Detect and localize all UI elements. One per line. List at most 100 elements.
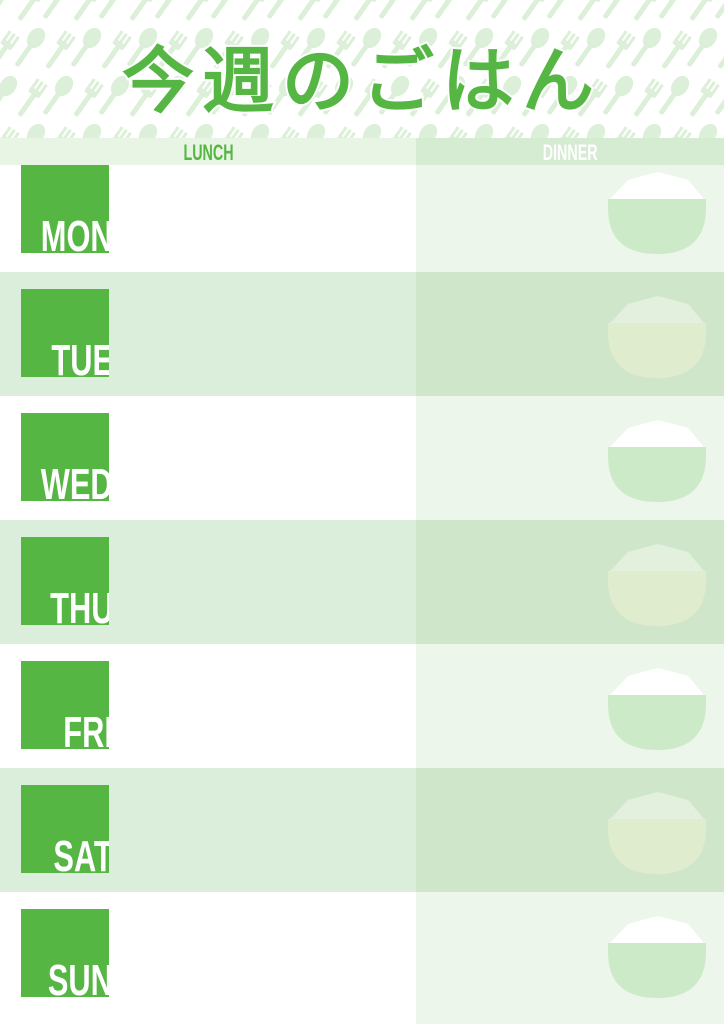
day-label-box: TUE bbox=[21, 289, 109, 377]
spoon-icon bbox=[183, 27, 214, 67]
day-label: FRI bbox=[63, 708, 109, 750]
spoon-icon bbox=[0, 75, 18, 115]
spoon-icon bbox=[659, 75, 690, 115]
fork-icon bbox=[74, 0, 98, 21]
day-row-tue: TUE bbox=[0, 272, 724, 396]
spoon-icon bbox=[603, 0, 634, 19]
fork-icon bbox=[466, 78, 496, 117]
fork-icon bbox=[112, 126, 132, 138]
spoon-icon bbox=[362, 123, 382, 138]
spoon-icon bbox=[519, 27, 550, 67]
fork-icon bbox=[578, 0, 602, 21]
spoon-icon bbox=[250, 123, 270, 138]
spoon-icon bbox=[687, 27, 718, 67]
spoon-icon bbox=[435, 75, 466, 115]
fork-icon bbox=[74, 78, 104, 117]
fork-icon bbox=[466, 0, 490, 21]
fork-icon bbox=[18, 78, 48, 117]
fork-icon bbox=[410, 0, 434, 21]
fork-icon bbox=[56, 126, 76, 138]
dinner-cell[interactable] bbox=[416, 272, 724, 396]
fork-icon bbox=[690, 78, 720, 117]
fork-icon bbox=[130, 0, 154, 21]
day-label-box: FRI bbox=[21, 661, 109, 749]
fork-icon bbox=[560, 126, 580, 138]
rice-bowl-icon bbox=[608, 544, 706, 626]
fork-icon bbox=[410, 78, 440, 117]
day-label-box: WED bbox=[21, 413, 109, 501]
day-label: THU bbox=[49, 584, 109, 626]
day-label: TUE bbox=[51, 336, 109, 378]
spoon-icon bbox=[211, 75, 242, 115]
spoon-icon bbox=[82, 123, 102, 138]
page-title: 今週のごはん bbox=[120, 37, 602, 125]
dinner-cell[interactable] bbox=[416, 520, 724, 644]
fork-icon bbox=[158, 30, 188, 69]
spoon-icon bbox=[547, 0, 578, 19]
spoon-icon bbox=[155, 75, 186, 115]
spoon-icon bbox=[26, 123, 46, 138]
spoon-icon bbox=[547, 75, 578, 115]
spoon-icon bbox=[267, 75, 298, 115]
fork-icon bbox=[504, 126, 524, 138]
day-label-box: SUN bbox=[21, 909, 109, 997]
fork-icon bbox=[102, 30, 132, 69]
lunch-header: LUNCH bbox=[0, 138, 416, 165]
spoon-icon bbox=[435, 0, 466, 19]
fork-icon bbox=[448, 126, 468, 138]
spoon-icon bbox=[631, 27, 662, 67]
dinner-cell[interactable] bbox=[416, 768, 724, 892]
day-label-box: SAT bbox=[21, 785, 109, 873]
spoon-icon bbox=[0, 0, 18, 19]
fork-icon bbox=[326, 30, 356, 69]
fork-icon bbox=[690, 0, 714, 21]
spoon-icon bbox=[71, 27, 102, 67]
fork-icon bbox=[522, 0, 546, 21]
spoon-icon bbox=[715, 0, 724, 19]
fork-icon bbox=[270, 30, 300, 69]
day-row-wed: WED bbox=[0, 396, 724, 520]
dinner-cell[interactable] bbox=[416, 892, 724, 1024]
dinner-cell[interactable] bbox=[416, 396, 724, 520]
fork-icon bbox=[354, 78, 384, 117]
spoon-icon bbox=[351, 27, 382, 67]
day-label-box: THU bbox=[21, 537, 109, 625]
dinner-cell[interactable] bbox=[416, 165, 724, 272]
fork-icon bbox=[662, 30, 692, 69]
rice-bowl-icon bbox=[608, 172, 706, 254]
fork-icon bbox=[18, 0, 42, 21]
fork-icon bbox=[718, 45, 724, 69]
spoon-icon bbox=[463, 27, 494, 67]
spoon-icon bbox=[211, 0, 242, 19]
spoon-icon bbox=[698, 123, 718, 138]
spoon-icon bbox=[43, 0, 74, 19]
spoon-icon bbox=[642, 123, 662, 138]
spoon-icon bbox=[659, 0, 690, 19]
day-row-mon: MON bbox=[0, 165, 724, 272]
fork-icon bbox=[392, 126, 412, 138]
spoon-icon bbox=[379, 75, 410, 115]
day-label: SUN bbox=[47, 956, 109, 998]
fork-icon bbox=[186, 0, 210, 21]
fork-icon bbox=[438, 30, 468, 69]
fork-icon bbox=[298, 0, 322, 21]
fork-icon bbox=[280, 126, 300, 138]
spoon-icon bbox=[15, 27, 46, 67]
spoon-icon bbox=[379, 0, 410, 19]
fork-icon bbox=[336, 126, 356, 138]
day-label-box: MON bbox=[21, 165, 109, 253]
fork-icon bbox=[242, 0, 266, 21]
dinner-cell[interactable] bbox=[416, 644, 724, 768]
spoon-icon bbox=[267, 0, 298, 19]
spoon-icon bbox=[323, 75, 354, 115]
fork-icon bbox=[354, 0, 378, 21]
fork-icon bbox=[578, 78, 608, 117]
spoon-icon bbox=[586, 123, 606, 138]
spoon-icon bbox=[323, 0, 354, 19]
spoon-icon bbox=[603, 75, 634, 115]
spoon-icon bbox=[194, 123, 214, 138]
spoon-icon bbox=[99, 0, 130, 19]
rice-bowl-icon bbox=[608, 668, 706, 750]
fork-icon bbox=[214, 30, 244, 69]
fork-icon bbox=[186, 78, 216, 117]
